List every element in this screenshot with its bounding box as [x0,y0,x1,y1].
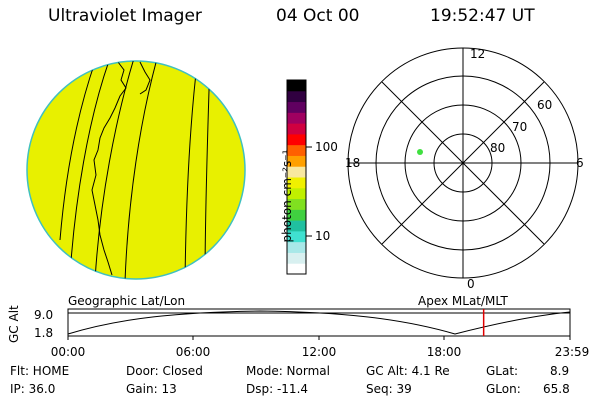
colorbar-label-10: 10 [315,229,331,243]
colorbar-segment [287,90,306,103]
colorbar-segment [287,263,306,275]
colorbar-segment [287,177,306,189]
colorbar-segment [287,101,306,113]
colorbar-segment [287,80,306,92]
instrument-title: Ultraviolet Imager [48,6,202,26]
colorbar-segment [287,230,306,243]
colorbar-label-100: 100 [315,140,338,154]
info-dsp: Dsp: -11.4 [246,382,309,396]
timeline-y-top: 9.0 [34,308,54,322]
polar-plot [347,47,579,279]
info-seq: Seq: 39 [366,382,412,396]
timeline-ylabel: GC Alt [7,305,21,343]
colorbar-segment [287,123,306,135]
info-ip: IP: 36.0 [10,382,56,396]
info-glat-label: GLat: [486,364,519,378]
info-mode: Mode: Normal [246,364,330,378]
colorbar-segment [287,166,306,178]
info-glon-label: GLon: [486,382,521,396]
info-flight: Flt: HOME [10,364,70,378]
polar-label-80: 80 [490,141,506,155]
aurora-spot [417,149,423,155]
colorbar-segment [287,209,306,221]
colorbar-segment [287,220,306,232]
colorbar-segment [287,112,306,124]
colorbar-segment [287,241,306,253]
timeline-tick-label-4: 23:59 [554,345,590,359]
polar-label-18: 18 [345,156,361,170]
colorbar-segment [287,252,306,264]
timeline-tick-label-0: 00:00 [50,345,86,359]
colorbar-unit-label: photon cm⁻²s⁻¹ [280,149,294,243]
timeline-right-title: Apex MLat/MLT [418,294,508,308]
polar-label-12: 12 [470,47,486,61]
altitude-curve [67,310,571,335]
timeline-y-bottom: 1.8 [34,326,54,340]
info-gain: Gain: 13 [126,382,177,396]
polar-label-70: 70 [512,120,528,134]
colorbar-frame [286,79,307,275]
date-label: 04 Oct 00 [276,6,360,26]
info-door: Door: Closed [126,364,203,378]
info-glon-value: 65.8 [543,382,570,396]
timeline-tick-label-1: 06:00 [175,345,211,359]
colorbar [287,80,306,275]
timeline-tick-label-3: 18:00 [426,345,462,359]
colorbar-segment [287,155,306,167]
colorbar-segment [287,144,306,156]
timeline-tick-label-2: 12:00 [301,345,337,359]
colorbar-segment [287,133,306,146]
polar-label-6: 6 [576,156,584,170]
info-gc-alt: GC Alt: 4.1 Re [366,364,450,378]
polar-label-0: 0 [467,277,475,291]
polar-diagonal-2 [381,81,545,245]
earth-disk [26,60,246,280]
timeline-left-title: Geographic Lat/Lon [68,294,186,308]
colorbar-segment [287,187,306,200]
time-label: 19:52:47 UT [430,6,535,26]
polar-label-60: 60 [537,98,553,112]
colorbar-segment [287,198,306,210]
info-glat-value: 8.9 [550,364,570,378]
